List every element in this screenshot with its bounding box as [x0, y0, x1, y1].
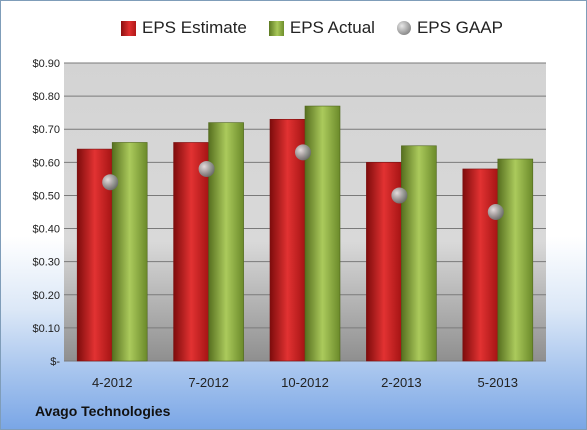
legend: EPS Estimate EPS Actual EPS GAAP — [121, 18, 525, 38]
y-tick-label: $0.90 — [32, 58, 60, 70]
y-tick-label: $0.70 — [32, 124, 60, 136]
marker-eps-gaap — [391, 187, 408, 204]
legend-item-estimate: EPS Estimate — [121, 18, 247, 38]
y-tick-label: $0.30 — [32, 257, 60, 269]
bar-eps-estimate — [462, 168, 499, 362]
legend-item-actual: EPS Actual — [268, 18, 375, 38]
marker-eps-gaap — [295, 144, 311, 161]
x-tick-label: 5-2013 — [478, 375, 518, 390]
y-tick-label: $0.10 — [32, 323, 60, 335]
bar-eps-actual — [497, 158, 534, 362]
marker-eps-gaap — [487, 204, 504, 220]
x-tick-label: 10-2012 — [281, 375, 329, 390]
x-axis: 4-2012 7-2012 10-2012 2-2013 5-2013 — [92, 375, 518, 390]
y-tick-label: $0.40 — [32, 224, 60, 236]
legend-item-gaap: EPS GAAP — [396, 18, 503, 38]
company-name: Avago Technologies — [35, 403, 171, 419]
x-tick-label: 2-2013 — [381, 375, 421, 390]
bars — [76, 105, 534, 362]
y-tick-label: $- — [50, 356, 60, 368]
bar-eps-estimate — [269, 118, 306, 362]
y-tick-label: $0.20 — [32, 290, 60, 302]
bar-eps-actual — [304, 105, 341, 362]
marker-eps-gaap — [102, 174, 119, 191]
y-tick-label: $0.60 — [32, 157, 60, 169]
marker-eps-gaap — [198, 160, 215, 177]
legend-label-actual: EPS Actual — [289, 18, 375, 37]
legend-swatch-estimate — [121, 20, 136, 36]
y-axis: $- $0.10 $0.20 $0.30 $0.40 $0.50 $0.60 $0.70 $0.… — [32, 58, 60, 368]
bar-eps-actual — [401, 145, 437, 362]
y-tick-label: $0.80 — [32, 91, 60, 103]
legend-swatch-gaap — [396, 21, 411, 35]
x-tick-label: 4-2012 — [92, 375, 132, 390]
x-tick-label: 7-2012 — [188, 375, 228, 390]
bar-eps-estimate — [173, 142, 209, 362]
y-tick-label: $0.50 — [32, 190, 60, 202]
bar-eps-actual — [208, 122, 244, 362]
legend-label-estimate: EPS Estimate — [142, 18, 247, 37]
bar-eps-actual — [111, 142, 148, 362]
legend-label-gaap: EPS GAAP — [416, 18, 503, 37]
gaap-markers — [102, 144, 504, 220]
legend-swatch-actual — [268, 20, 284, 36]
